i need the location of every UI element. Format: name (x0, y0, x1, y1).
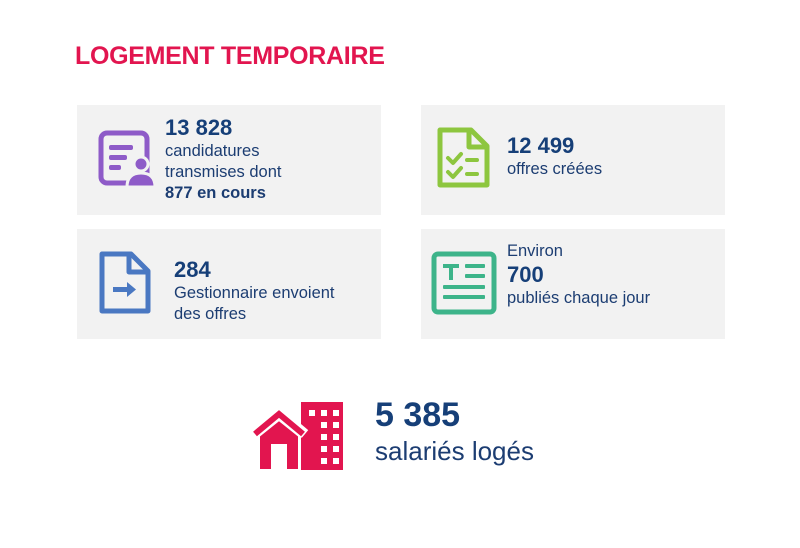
document-send-icon (99, 251, 151, 314)
applications-label-1: candidatures (165, 142, 260, 160)
daily-published-label: publiés chaque jour (507, 289, 651, 307)
housed-employees-label: salariés logés (375, 436, 534, 466)
stat-card-offers-created: 12 499 offres créées (421, 105, 725, 215)
daily-published-prefix: Environ (507, 242, 563, 260)
offers-created-label: offres créées (507, 160, 603, 178)
stat-card-applications: 13 828 candidatures transmises dont 877 … (77, 105, 381, 215)
daily-published-count: 700 (507, 262, 544, 287)
managers-label-2: des offres (174, 305, 247, 323)
text-document-icon (431, 251, 497, 315)
housed-employees-count: 5 385 (375, 396, 461, 434)
stat-card-daily-published: Environ 700 publiés chaque jour (421, 229, 725, 339)
stat-card-managers: 284 Gestionnaire envoient des offres (77, 229, 381, 339)
checklist-document-icon (437, 127, 490, 188)
buildings-house-icon (253, 402, 343, 471)
offers-created-count: 12 499 (507, 133, 575, 158)
managers-count: 284 (174, 257, 211, 282)
applications-label-2: transmises dont (165, 163, 282, 181)
page-title: LOGEMENT TEMPORAIRE (75, 42, 385, 70)
housed-employees: 5 385 salariés logés (253, 396, 653, 476)
applications-in-progress: 877 en cours (165, 184, 266, 202)
managers-label-1: Gestionnaire envoient (174, 284, 335, 302)
applicant-form-icon (98, 130, 157, 189)
applications-count: 13 828 (165, 115, 233, 140)
